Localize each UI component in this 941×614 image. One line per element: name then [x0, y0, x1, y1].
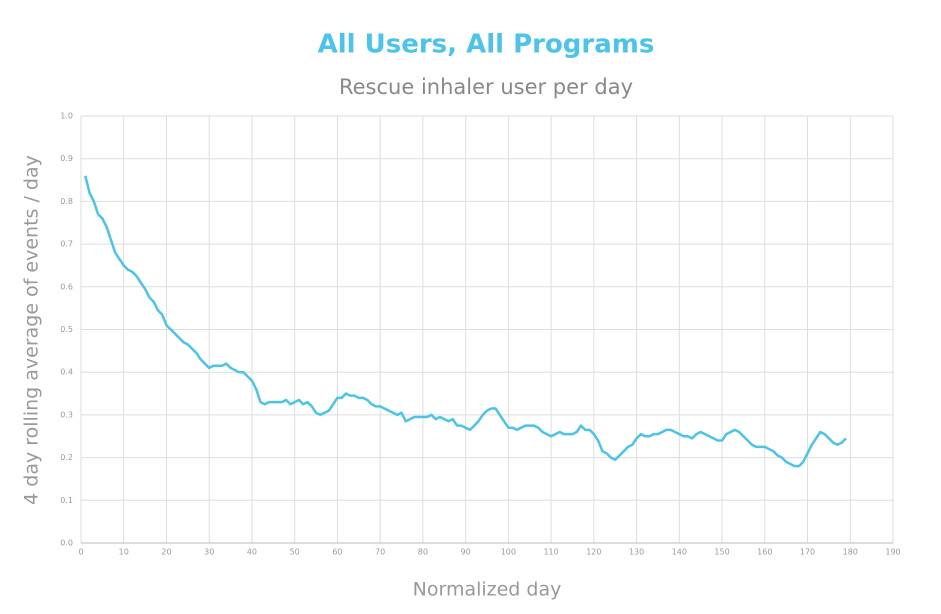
x-tick-label: 80: [418, 548, 428, 557]
x-tick-label: 20: [161, 548, 171, 557]
x-tick-label: 180: [843, 548, 858, 557]
y-tick-label: 0.4: [60, 368, 73, 377]
x-tick-label: 30: [204, 548, 214, 557]
y-tick-label: 0.1: [60, 496, 73, 505]
y-tick-label: 0.8: [60, 197, 73, 206]
x-tick-label: 190: [885, 548, 900, 557]
x-tick-label: 50: [290, 548, 300, 557]
x-tick-label: 90: [461, 548, 471, 557]
y-axis-label: 4 day rolling average of events / day: [21, 155, 43, 505]
x-tick-label: 10: [119, 548, 129, 557]
y-tick-label: 1.0: [60, 112, 73, 121]
x-tick-label: 40: [247, 548, 257, 557]
x-tick-label: 120: [586, 548, 601, 557]
y-tick-label: 0.0: [60, 539, 73, 548]
y-tick-label: 0.7: [60, 240, 73, 249]
y-tick-label: 0.2: [60, 453, 73, 462]
x-tick-label: 70: [375, 548, 385, 557]
y-tick-label: 0.9: [60, 154, 73, 163]
chart-subtitle: Rescue inhaler user per day: [339, 75, 633, 99]
x-tick-label: 100: [501, 548, 516, 557]
x-tick-label: 140: [672, 548, 687, 557]
chart-title: All Users, All Programs: [318, 30, 655, 60]
y-tick-label: 0.3: [60, 410, 73, 419]
y-tick-label: 0.5: [60, 325, 73, 334]
x-tick-label: 150: [714, 548, 729, 557]
x-tick-label: 60: [332, 548, 342, 557]
x-tick-label: 130: [629, 548, 644, 557]
x-tick-label: 0: [78, 548, 83, 557]
x-tick-label: 170: [800, 548, 815, 557]
x-axis-label: Normalized day: [413, 579, 562, 601]
x-tick-label: 110: [543, 548, 558, 557]
y-tick-label: 0.6: [60, 282, 73, 291]
data-line: [84, 175, 847, 468]
x-tick-label: 160: [757, 548, 772, 557]
